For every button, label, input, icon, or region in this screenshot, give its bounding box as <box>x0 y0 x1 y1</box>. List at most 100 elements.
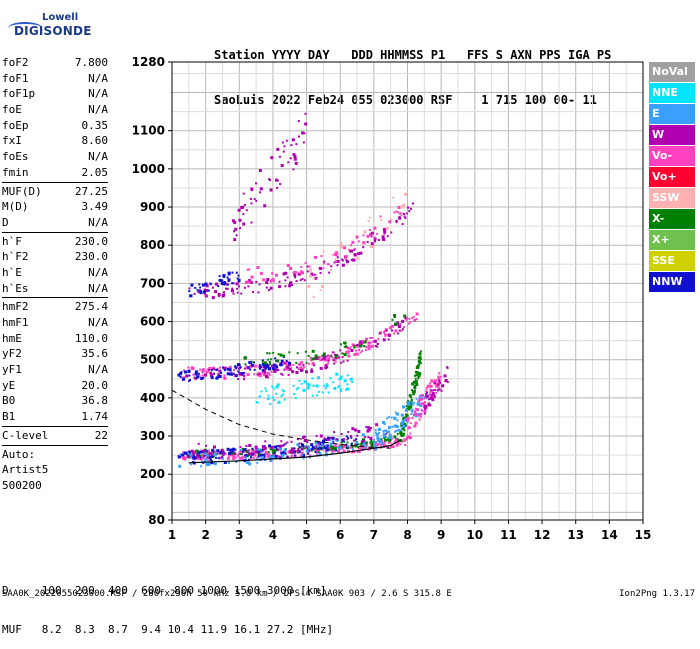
echo-point <box>260 450 263 453</box>
echo-point <box>299 455 302 458</box>
x-tick-label: 1 <box>168 528 176 542</box>
echo-point <box>211 296 215 300</box>
echo-point <box>393 316 396 319</box>
echo-point <box>412 381 415 383</box>
echo-point <box>370 439 373 442</box>
echo-point <box>349 250 351 253</box>
echo-point <box>413 424 417 428</box>
echo-point <box>200 465 203 468</box>
echo-point <box>415 370 419 374</box>
echo-point <box>336 438 339 441</box>
echo-point <box>179 372 183 376</box>
x-tick-label: 8 <box>403 528 411 542</box>
echo-point <box>300 361 304 365</box>
echo-point <box>386 417 389 420</box>
echo-point <box>257 371 261 375</box>
echo-point <box>387 436 390 439</box>
echo-point <box>303 439 307 442</box>
echo-point <box>287 450 291 454</box>
echo-point <box>406 316 409 319</box>
echo-point <box>213 372 216 375</box>
echo-point <box>318 444 321 447</box>
echo-point <box>244 454 248 457</box>
echo-point <box>218 275 221 278</box>
echo-point <box>383 232 386 235</box>
echo-point <box>388 430 390 433</box>
echo-point <box>248 279 251 283</box>
echo-point <box>231 282 234 285</box>
echo-point <box>317 355 321 359</box>
echo-point <box>210 460 213 463</box>
echo-point <box>204 294 208 298</box>
echo-point <box>413 386 417 389</box>
param-row: foF1p N/A <box>2 86 108 102</box>
echo-point <box>364 435 367 438</box>
echo-point <box>196 452 200 456</box>
echo-point <box>242 192 245 195</box>
echo-point <box>365 445 368 448</box>
echo-point <box>398 323 402 327</box>
echo-point <box>296 438 299 441</box>
echo-point <box>248 268 251 271</box>
echo-point <box>330 268 332 271</box>
echo-point <box>236 366 239 368</box>
param-value: N/A <box>88 363 108 377</box>
echo-point <box>397 206 401 209</box>
echo-point <box>278 155 281 158</box>
echo-point <box>233 369 235 372</box>
echo-point <box>315 384 319 388</box>
echo-point <box>408 394 412 398</box>
trace-f-cusp-w <box>423 366 449 415</box>
echo-point <box>392 196 395 199</box>
echo-point <box>353 253 357 257</box>
param-value: 1.74 <box>81 410 109 424</box>
echo-point <box>345 346 348 349</box>
echo-point <box>215 456 217 459</box>
echo-point <box>429 384 433 388</box>
echo-point <box>207 462 211 466</box>
echo-point <box>400 212 403 215</box>
echo-point <box>402 424 406 428</box>
echo-point <box>261 445 265 448</box>
echo-point <box>409 422 412 425</box>
echo-point <box>396 419 399 422</box>
echo-point <box>332 381 335 384</box>
echo-point <box>293 450 297 454</box>
param-divider <box>2 231 108 233</box>
echo-point <box>271 385 274 388</box>
echo-point <box>356 434 359 437</box>
echo-point <box>239 366 242 369</box>
echo-point <box>297 272 301 276</box>
echo-point <box>347 437 350 440</box>
echo-point <box>270 358 273 361</box>
echo-point <box>401 223 404 226</box>
echo-point <box>249 280 253 284</box>
echo-point <box>401 427 405 431</box>
echo-point <box>284 271 288 275</box>
echo-point <box>381 235 385 239</box>
echo-point <box>259 271 263 275</box>
echo-point <box>317 451 320 454</box>
logo-line2: DIGISONDE <box>14 24 92 38</box>
echo-point <box>325 447 328 450</box>
echo-point <box>262 278 266 282</box>
echo-point <box>265 453 268 456</box>
echo-point <box>279 353 283 357</box>
echo-point <box>178 464 182 468</box>
echo-point <box>420 408 423 411</box>
echo-point <box>251 450 254 453</box>
echo-point <box>428 398 430 401</box>
echo-point <box>263 373 266 377</box>
echo-point <box>412 202 414 205</box>
echo-point <box>276 187 279 189</box>
echo-point <box>268 455 272 459</box>
echo-point <box>398 216 402 220</box>
echo-point <box>360 342 363 345</box>
echo-point <box>315 444 318 447</box>
y-tick-label: 700 <box>140 276 165 290</box>
echo-point <box>329 439 332 442</box>
echo-point <box>223 376 227 380</box>
echo-point <box>419 350 422 353</box>
echo-point <box>332 359 335 362</box>
legend-item-e: E <box>649 104 695 124</box>
